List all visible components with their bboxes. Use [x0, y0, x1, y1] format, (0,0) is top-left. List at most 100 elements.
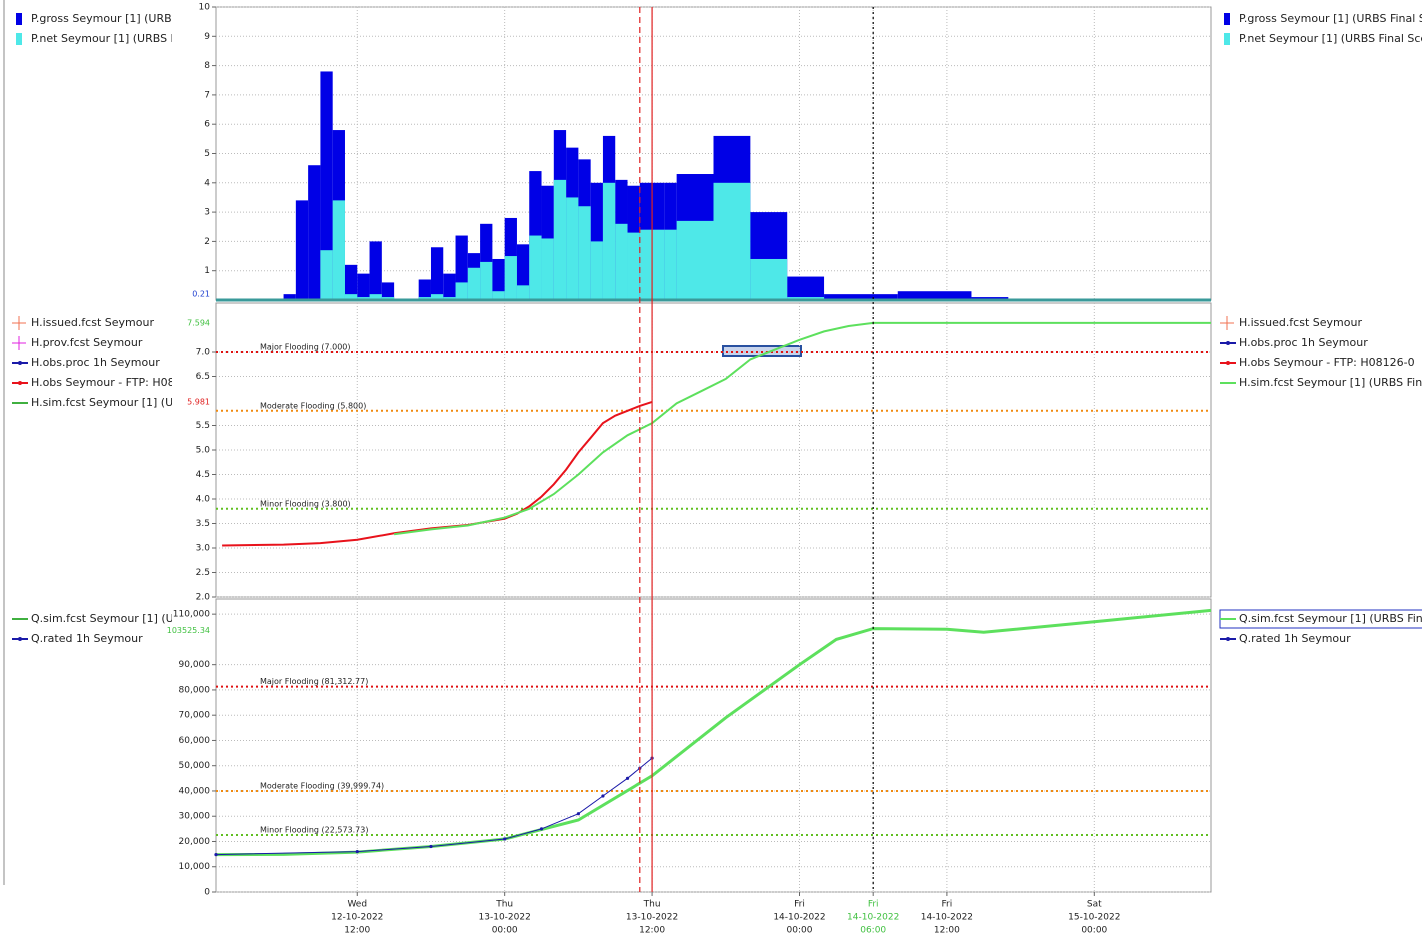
y-tick-label: 2: [204, 237, 210, 247]
bar: [295, 200, 309, 300]
y-tick-label: 110,000: [173, 610, 210, 620]
x-tick-label: 14-10-2022: [921, 913, 973, 923]
threshold-label: Major Flooding (81,312.77): [260, 677, 368, 686]
y-tick-label: 3.5: [196, 519, 210, 529]
legend-swatch: [16, 13, 22, 25]
legend-label: H.obs.proc 1h Seymour: [31, 356, 160, 369]
x-tick-label: 12-10-2022: [331, 913, 383, 923]
y-tick-label: 5.5: [196, 421, 210, 431]
bar: [369, 241, 382, 300]
series-line: [222, 400, 653, 547]
y-tick-label: 5.0: [196, 446, 211, 456]
right-legend: P.gross Seymour [1] (URBS Final S P.net S…: [1219, 12, 1422, 645]
legend-swatch: [1226, 361, 1230, 365]
legend-label: H.issued.fcst Seymour: [31, 316, 154, 329]
bar: [492, 258, 505, 300]
bar: [566, 197, 579, 300]
bar: [308, 165, 321, 300]
legend-label: H.sim.fcst Seymour [1] (URBS Fin: [31, 396, 214, 409]
bar: [357, 273, 370, 300]
legend-label: Q.rated 1h Seymour: [1239, 632, 1351, 645]
y-tick-label: 4.5: [196, 470, 210, 480]
y-tick-label: 6.5: [196, 372, 210, 382]
bar: [516, 285, 530, 300]
y-tick-label: 4.0: [196, 495, 211, 505]
x-tick-label: 12:00: [934, 926, 960, 936]
bar: [492, 291, 505, 300]
x-tick-label: Thu: [643, 900, 661, 910]
bar: [430, 294, 444, 300]
legend-label: H.issued.fcst Seymour: [1239, 316, 1362, 329]
x-tick-label: 06:00: [860, 926, 886, 936]
x-tick-label: 12:00: [344, 926, 370, 936]
x-tick-label: Fri: [942, 900, 953, 910]
y-tick-label: 70,000: [179, 711, 211, 721]
bar: [553, 179, 567, 300]
legend-swatch: [16, 33, 22, 45]
y-tick-label: 2.5: [196, 568, 210, 578]
bar: [750, 258, 788, 300]
x-tick-label: 14-10-2022: [847, 913, 899, 923]
bar: [615, 223, 628, 300]
series-dot: [576, 812, 580, 816]
bar: [529, 235, 542, 300]
bar: [283, 294, 296, 300]
x-tick-label: 13-10-2022: [626, 913, 678, 923]
value-marker-label: 5.981: [187, 397, 210, 406]
y-tick-label: 2.0: [196, 593, 211, 603]
x-tick-label: 13-10-2022: [479, 913, 531, 923]
x-tick-label: Thu: [495, 900, 513, 910]
legend-label: P.gross Seymour [1] (URBS Final S: [1239, 12, 1422, 25]
y-tick-label: 60,000: [179, 736, 211, 746]
x-tick-label: Fri: [794, 900, 805, 910]
x-tick-label: Sat: [1087, 900, 1102, 910]
legend-label: H.sim.fcst Seymour [1] (URBS Fin: [1239, 376, 1422, 389]
threshold-label: Moderate Flooding (5.800): [260, 401, 366, 410]
legend-label: H.obs Seymour - FTP: H08126-0: [1239, 356, 1415, 369]
bar: [467, 267, 481, 300]
x-tick-label: Fri: [868, 900, 879, 910]
legend-label: Q.sim.fcst Seymour [1] (URBS Fin: [31, 612, 215, 625]
series-line: [215, 757, 653, 856]
threshold-label: Major Flooding (7.000): [260, 343, 351, 352]
y-tick-label: 50,000: [179, 761, 211, 771]
legend-swatch: [1226, 341, 1230, 345]
legend-label: H.obs Seymour - FTP: H08126-0: [31, 376, 207, 389]
y-tick-label: 0: [204, 888, 210, 898]
legend-label: H.prov.fcst Seymour: [31, 336, 143, 349]
y-tick-label: 6: [204, 120, 210, 130]
y-tick-label: 3: [204, 208, 210, 218]
series-dot: [429, 844, 433, 849]
series-dot: [355, 849, 359, 854]
y-tick-label: 30,000: [179, 812, 211, 822]
threshold-label: Minor Flooding (22,573.73): [260, 825, 368, 834]
bar: [320, 71, 333, 301]
legend-label: Q.rated 1h Seymour: [31, 632, 143, 645]
threshold-label: Moderate Flooding (39,999.74): [260, 781, 384, 790]
bar: [381, 282, 395, 300]
bar: [897, 291, 972, 300]
threshold-label: Minor Flooding (3.800): [260, 499, 351, 508]
x-tick-label: 12:00: [639, 926, 665, 936]
bar: [652, 229, 665, 300]
bar: [455, 282, 468, 300]
x-tick-label: 14-10-2022: [773, 913, 825, 923]
bar: [344, 294, 358, 300]
y-tick-label: 7.0: [196, 348, 211, 358]
bar: [578, 206, 591, 300]
x-tick-label: 15-10-2022: [1068, 913, 1120, 923]
y-tick-label: 40,000: [179, 786, 211, 796]
x-tick-label: 00:00: [492, 926, 518, 936]
y-tick-label: 8: [204, 61, 210, 71]
legend-swatch: [18, 361, 22, 365]
legend-swatch: [18, 637, 22, 641]
y-tick-label: 10,000: [179, 862, 211, 872]
bar: [713, 182, 751, 300]
bar: [480, 261, 493, 300]
y-tick-label: 7: [204, 90, 210, 100]
bar: [430, 247, 444, 300]
bar: [418, 279, 431, 300]
series-line: [393, 321, 1211, 536]
